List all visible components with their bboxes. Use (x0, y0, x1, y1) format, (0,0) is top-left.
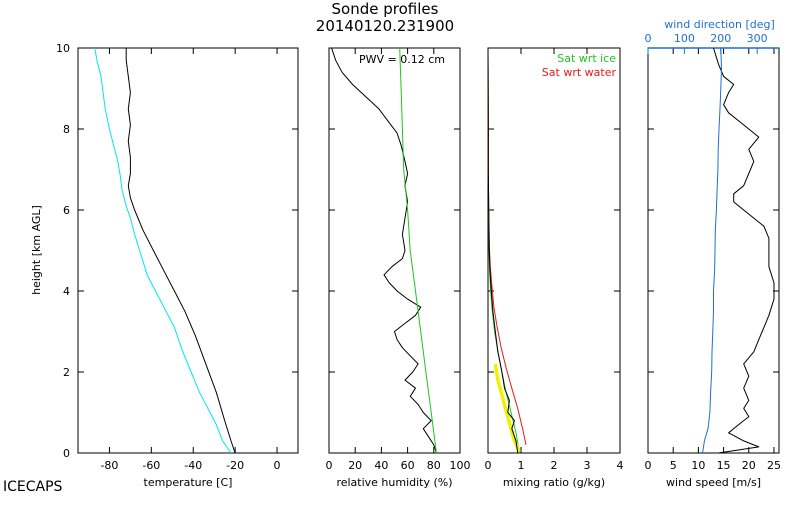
series-line-1 (487, 47, 520, 454)
x-tick-label: 100 (450, 459, 471, 472)
figure-title: Sonde profiles (332, 0, 439, 18)
series-line-1 (125, 48, 236, 454)
x-tick-label: 3 (584, 459, 591, 472)
x-tick-label: 4 (617, 459, 624, 472)
y-tick-label: 6 (63, 204, 70, 217)
legend-entry: Sat wrt ice (557, 52, 616, 65)
series-line-1 (331, 47, 437, 454)
series-line-2 (487, 47, 527, 446)
panel-frame (328, 47, 461, 454)
x-tick-label: 0 (326, 459, 333, 472)
series-line-2 (94, 47, 232, 454)
series-line-4 (487, 47, 519, 454)
y-axis-title: height [km AGL] (30, 205, 43, 295)
x-axis-title: wind speed [m/s] (666, 476, 761, 489)
x-tick-label: 0 (274, 459, 281, 472)
figure-subtitle: 20140120.231900 (316, 17, 454, 35)
x-tick-label: 80 (427, 459, 441, 472)
panel-frame (487, 47, 621, 454)
top-axis-title: wind direction [deg] (664, 18, 775, 31)
y-tick-label: 4 (63, 285, 70, 298)
x-tick-label: 2 (551, 459, 558, 472)
x-tick-label: 25 (767, 459, 781, 472)
x-tick-label: 1 (518, 459, 525, 472)
top-x-tick-label: 200 (710, 32, 731, 45)
x-tick-label: 0 (645, 459, 652, 472)
series-line-3 (493, 363, 521, 452)
series-line-1 (713, 47, 775, 454)
series-line-2 (399, 47, 437, 454)
series-line-2 (702, 47, 722, 454)
x-tick-label: 10 (691, 459, 705, 472)
x-tick-label: 15 (717, 459, 731, 472)
y-tick-label: 2 (63, 366, 70, 379)
y-tick-label: 10 (56, 42, 70, 55)
y-tick-label: 0 (63, 447, 70, 460)
y-tick-label: 8 (63, 123, 70, 136)
x-axis-title: relative humidity (%) (336, 476, 452, 489)
x-tick-label: -40 (184, 459, 202, 472)
x-tick-label: 0 (485, 459, 492, 472)
x-axis-title: mixing ratio (g/kg) (503, 476, 605, 489)
pwv-annotation: PWV = 0.12 cm (359, 53, 445, 66)
x-tick-label: -60 (142, 459, 160, 472)
x-tick-label: -20 (226, 459, 244, 472)
x-tick-label: 20 (348, 459, 362, 472)
x-tick-label: 20 (742, 459, 756, 472)
x-tick-label: 5 (670, 459, 677, 472)
x-axis-title: temperature [C] (144, 476, 233, 489)
panel-2: 0 20 40 60 80 100 relative humidity (%) PWV = 0… (326, 47, 471, 489)
x-tick-label: 40 (374, 459, 388, 472)
panel-frame (77, 47, 299, 454)
panel-1: -80 -60 -40 -20 0 0 2 4 6 8 10 temperature [C] (56, 42, 299, 489)
top-x-tick-label: 0 (645, 32, 652, 45)
x-tick-label: 60 (401, 459, 415, 472)
top-x-tick-label: 300 (747, 32, 768, 45)
top-x-tick-label: 100 (674, 32, 695, 45)
footer-label: ICECAPS (3, 479, 63, 495)
panel-4: 0 5 10 15 20 25 wind speed [m/s] 0 100 200 300wind… (645, 18, 781, 489)
panel-frame (647, 47, 780, 454)
legend-entry: Sat wrt water (542, 66, 617, 79)
x-tick-label: -80 (100, 459, 118, 472)
